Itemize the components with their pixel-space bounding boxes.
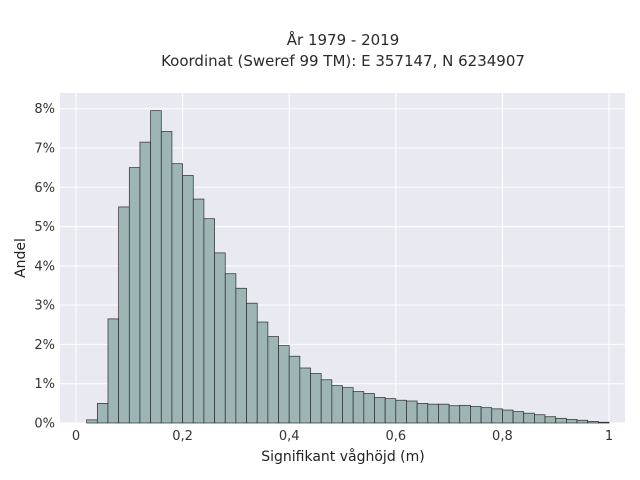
histogram-bar (107, 318, 119, 424)
histogram-bar (203, 218, 215, 424)
histogram-bar (342, 387, 354, 424)
chart-subtitle: Koordinat (Sweref 99 TM): E 357147, N 62… (161, 52, 525, 70)
histogram-bar (320, 379, 333, 424)
histogram-bar (576, 419, 589, 424)
histogram-bar (224, 273, 237, 424)
histogram-bar (96, 403, 109, 424)
histogram-bar (214, 252, 226, 424)
x-tick-label: 0,6 (385, 429, 406, 444)
histogram-bar (555, 417, 567, 424)
histogram-bar (182, 175, 194, 424)
histogram-bar (352, 391, 365, 424)
histogram-bar (523, 412, 535, 424)
histogram-bar (491, 408, 503, 424)
histogram-bar (416, 403, 429, 424)
histogram-bar (267, 336, 279, 424)
histogram-bar (470, 406, 482, 424)
y-tick-label: 3% (34, 299, 55, 314)
histogram-bar (299, 367, 311, 424)
histogram-bar (128, 167, 141, 424)
histogram-bar (438, 403, 450, 424)
histogram-bar (256, 321, 269, 424)
chart-title: År 1979 - 2019 (287, 30, 400, 49)
histogram-bar (363, 393, 375, 424)
histogram-bar (587, 421, 599, 424)
histogram-bar (278, 345, 290, 424)
histogram-bar (86, 419, 98, 424)
histogram-bar (246, 302, 258, 424)
histogram-bar (544, 416, 557, 424)
histogram-bar (288, 355, 301, 424)
x-tick-label: 0,2 (172, 429, 193, 444)
histogram-bar (448, 405, 461, 424)
histogram-bar (597, 421, 610, 424)
histogram-bar (502, 409, 514, 424)
histogram-bar (534, 414, 546, 424)
histogram-bar (427, 403, 439, 424)
histogram-bar (310, 373, 322, 424)
x-tick-label: 0,4 (279, 429, 300, 444)
y-tick-label: 4% (34, 259, 55, 274)
y-tick-label: 8% (34, 102, 55, 117)
histogram-bar (171, 163, 183, 424)
histogram-bar (374, 397, 386, 424)
x-axis-label: Signifikant våghöjd (m) (261, 448, 424, 465)
y-tick-label: 5% (34, 220, 55, 235)
histogram-bar (406, 400, 418, 424)
histogram-bar (480, 407, 493, 424)
y-tick-label: 2% (34, 338, 55, 353)
histogram-bar (192, 198, 205, 424)
histogram-bar (512, 411, 525, 424)
y-tick-label: 7% (34, 142, 55, 157)
y-tick-label: 6% (34, 181, 55, 196)
x-tick-label: 0,8 (492, 429, 513, 444)
y-axis-label: Andel (13, 238, 29, 278)
x-tick-label: 0 (72, 429, 80, 444)
histogram-bar (139, 141, 151, 424)
histogram-bar (118, 206, 130, 424)
histogram-bar (395, 399, 407, 424)
histogram-bar (384, 398, 397, 424)
histogram-bar (235, 287, 247, 424)
x-tick-label: 1 (605, 429, 613, 444)
histogram-bar (331, 385, 343, 424)
y-tick-label: 0% (34, 417, 55, 432)
histogram-bar (150, 110, 162, 424)
y-tick-label: 1% (34, 377, 55, 392)
x-axis-ticks: 0 0,2 0,4 0,6 0,8 1 (72, 429, 613, 444)
y-axis-ticks: 0% 1% 2% 3% 4% 5% 6% 7% 8% (34, 102, 55, 431)
histogram-bar (160, 131, 173, 424)
histogram-bar (566, 419, 578, 424)
histogram-bar (459, 404, 471, 424)
bars (86, 110, 610, 424)
